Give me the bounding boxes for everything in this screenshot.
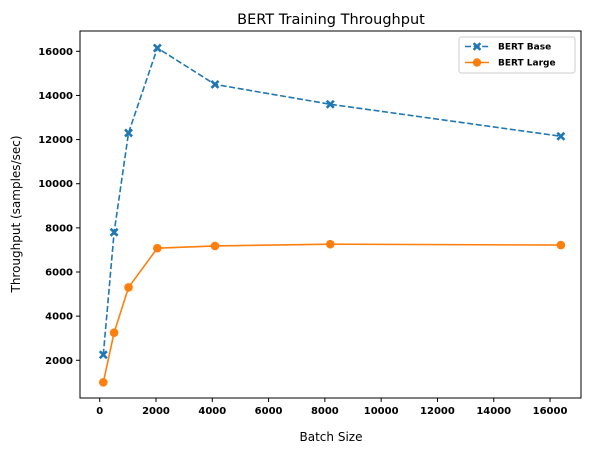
data-point	[99, 378, 108, 387]
data-point	[109, 328, 119, 337]
data-point	[325, 239, 335, 249]
data-point	[210, 241, 220, 251]
x-tick-label: 10000	[364, 406, 399, 417]
legend-label: BERT Large	[498, 59, 556, 69]
x-tick-label: 4000	[198, 406, 226, 417]
x-tick-label: 16000	[533, 406, 568, 417]
y-tick-label: 2000	[45, 356, 73, 367]
x-axis-label: Batch Size	[300, 430, 363, 444]
data-point	[109, 227, 119, 237]
x-tick-label: 6000	[255, 406, 283, 417]
x-tick-label: 12000	[420, 406, 455, 417]
data-point	[556, 240, 566, 250]
series-bert-large	[99, 239, 566, 387]
y-tick-label: 16000	[38, 47, 73, 58]
data-point	[98, 350, 108, 360]
x-tick-label: 14000	[476, 406, 511, 417]
data-point	[210, 79, 220, 89]
series-bert-base	[98, 43, 566, 360]
chart-title: BERT Training Throughput	[237, 12, 425, 28]
y-axis-label: Throughput (samples/sec)	[9, 135, 23, 293]
legend: BERT Base BERT Large	[458, 36, 576, 74]
x-tick-label: 2000	[142, 406, 170, 417]
legend-marker	[472, 42, 482, 51]
data-point	[325, 99, 335, 109]
data-point	[152, 43, 162, 53]
y-tick-label: 4000	[45, 312, 73, 323]
y-tick-label: 6000	[45, 267, 73, 278]
data-point	[123, 128, 134, 138]
data-point	[153, 243, 162, 253]
data-point	[556, 131, 566, 141]
y-tick-label: 12000	[38, 135, 73, 146]
y-tick-label: 8000	[45, 223, 73, 234]
legend-marker	[472, 58, 482, 67]
axes-frame	[79, 30, 582, 399]
x-tick-label: 8000	[311, 406, 339, 417]
y-tick-label: 14000	[38, 91, 73, 102]
plot-area: 0 2000 4000 6000 8000 10000 12000 14000 16000 200…	[38, 43, 568, 417]
legend-label: BERT Base	[498, 43, 551, 53]
data-point	[124, 283, 133, 292]
x-tick-label: 0	[96, 406, 103, 417]
y-tick-label: 10000	[38, 179, 73, 190]
